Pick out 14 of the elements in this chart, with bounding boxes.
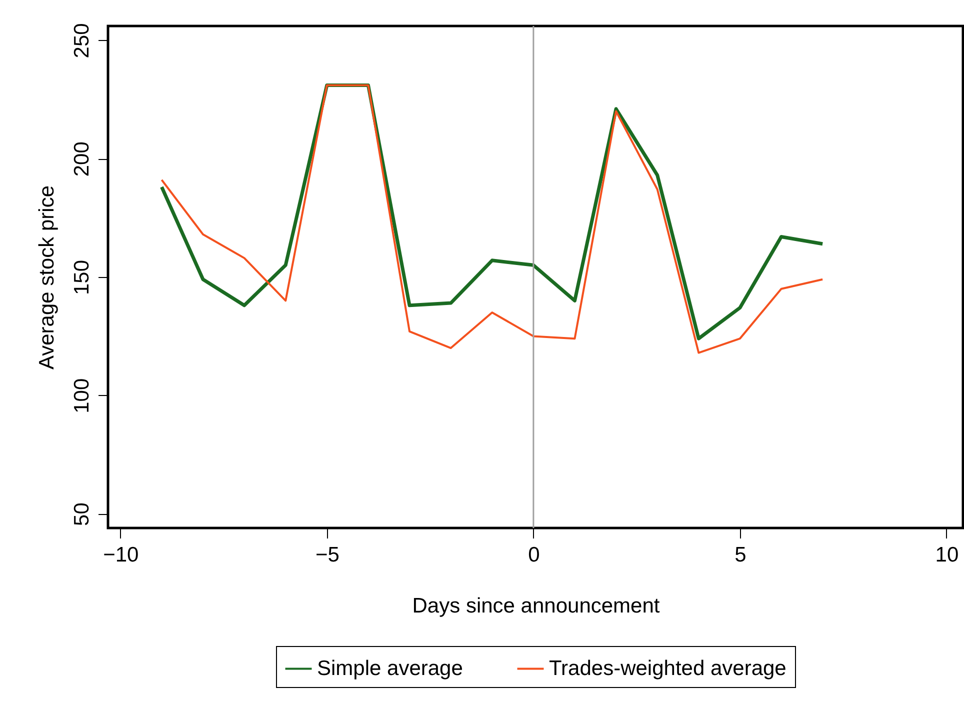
y-tick-label: 100 [70, 378, 94, 414]
x-tick-label: 0 [528, 544, 540, 566]
x-axis-title: Days since announcement [412, 594, 660, 618]
legend-label: Trades-weighted average [549, 656, 786, 680]
y-tick-label: 150 [70, 260, 94, 296]
x-tick-label: 5 [734, 544, 746, 566]
y-tick-label: 200 [70, 142, 94, 177]
y-axis-title: Average stock price [36, 185, 58, 370]
x-tick-label: 10 [935, 544, 959, 566]
x-tick-label: −5 [315, 544, 340, 566]
legend-label: Simple average [317, 656, 463, 680]
y-tick-label: 250 [70, 23, 94, 58]
x-tick-label: −10 [103, 544, 139, 566]
y-tick-label: 50 [70, 502, 94, 526]
